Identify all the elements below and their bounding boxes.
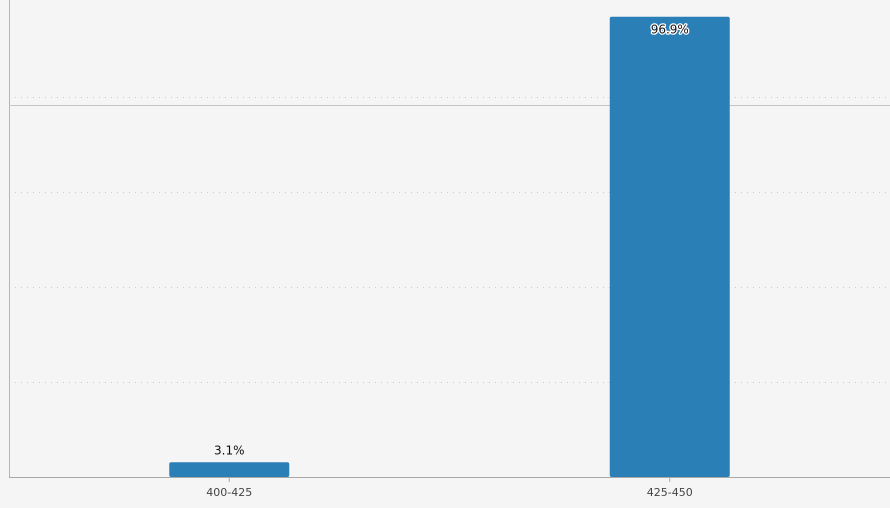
x-tick-label: 425-450: [647, 486, 693, 499]
x-tick-label: 400-425: [206, 486, 252, 499]
data-label: 3.1%: [214, 443, 245, 457]
label-layer: 400-425 3.1% 425-450 96.9%: [206, 21, 693, 499]
bar-425-450[interactable]: [609, 16, 730, 477]
bar-layer: [169, 16, 730, 477]
bar-400-425[interactable]: [169, 462, 290, 477]
grid-layer: [9, 97, 890, 383]
data-label: 96.9%: [651, 23, 689, 37]
